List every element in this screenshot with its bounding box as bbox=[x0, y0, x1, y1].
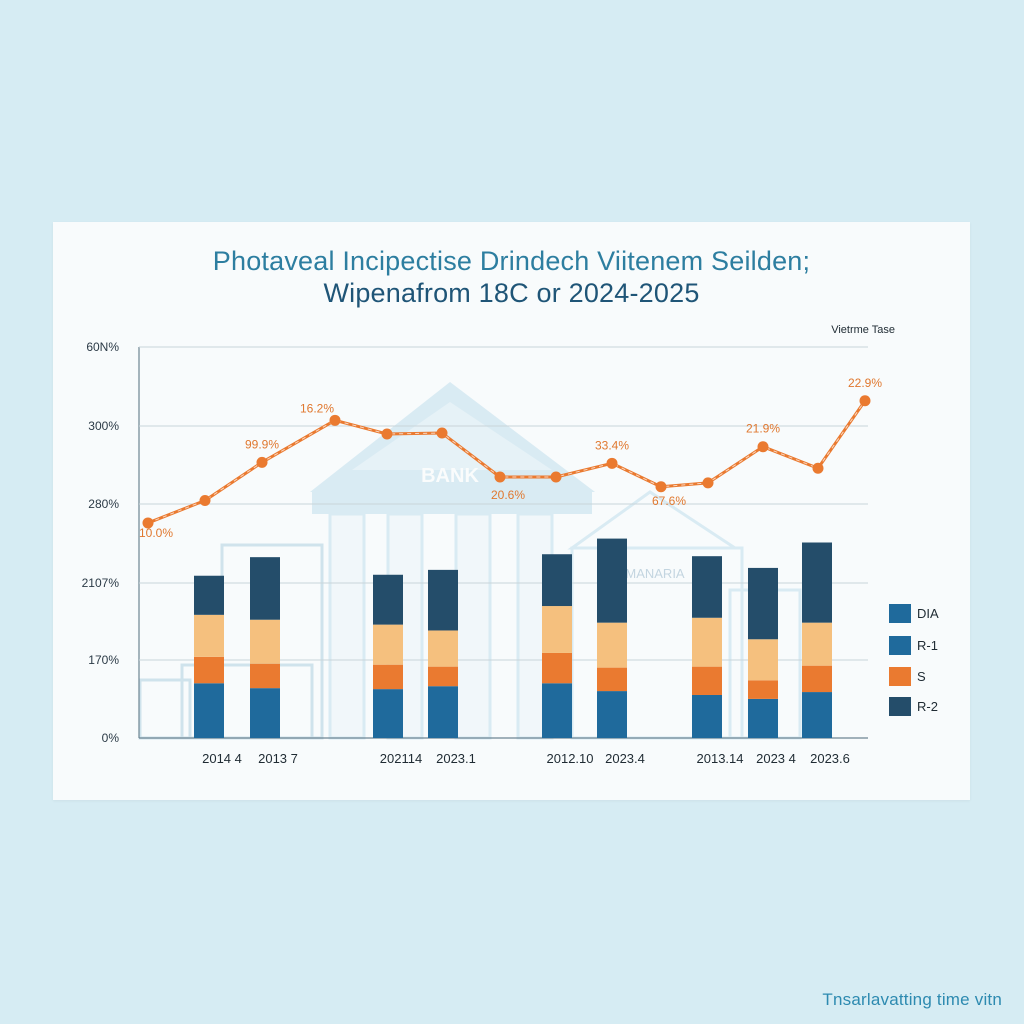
trend-point bbox=[859, 395, 871, 407]
x-tick-label: 2023 4 bbox=[756, 751, 796, 766]
bar-segment-dia bbox=[692, 694, 722, 738]
x-tick-label: 2023.4 bbox=[605, 751, 645, 766]
bar-segment-r-2 bbox=[373, 574, 403, 625]
bank-pediment bbox=[352, 402, 552, 470]
footer-caption: Tnsarlavatting time vitn bbox=[822, 990, 1002, 1009]
bar-segment-dia bbox=[373, 689, 403, 738]
trend-point bbox=[655, 481, 667, 493]
trend-data-label: 99.9% bbox=[245, 437, 279, 451]
bar-segment-s bbox=[194, 656, 224, 684]
bar-segment-s bbox=[373, 664, 403, 690]
trend-point bbox=[757, 441, 769, 453]
chart-subtitle: Wipenafrom 18C or 2024-2025 bbox=[323, 278, 700, 308]
bar-segment-s bbox=[802, 665, 832, 693]
y-tick-label: 2107% bbox=[82, 576, 120, 590]
rear-building-sign: MANARIA bbox=[625, 566, 685, 581]
bar-segment-dia bbox=[802, 692, 832, 738]
trend-data-label: 20.6% bbox=[491, 488, 525, 502]
legend-label: R-1 bbox=[917, 638, 938, 653]
trend-data-label: 33.4% bbox=[595, 438, 629, 452]
bar-segment-s bbox=[542, 652, 572, 684]
bar-segment-r-1 bbox=[542, 606, 572, 653]
trend-data-label: 10.0% bbox=[139, 526, 173, 540]
trend-point bbox=[381, 428, 393, 440]
bar-segment-r-1 bbox=[597, 622, 627, 668]
x-tick-label: 2023.6 bbox=[810, 751, 850, 766]
bank-entablature bbox=[312, 492, 592, 514]
legend-label: R-2 bbox=[917, 699, 938, 714]
legend-swatch bbox=[889, 604, 911, 623]
trend-line-dash bbox=[147, 400, 866, 524]
x-tick-label: 2014 4 bbox=[202, 751, 242, 766]
bar-segment-r-1 bbox=[692, 617, 722, 667]
bar-segment-dia bbox=[597, 691, 627, 738]
bar-segment-r-1 bbox=[802, 622, 832, 666]
bar-segment-r-2 bbox=[748, 567, 778, 640]
y-tick-label: 0% bbox=[102, 731, 120, 745]
x-tick-label: 2023.1 bbox=[436, 751, 476, 766]
legend-swatch bbox=[889, 636, 911, 655]
bar-segment-s bbox=[692, 666, 722, 695]
trend-point bbox=[329, 414, 341, 426]
line-series-label: Vietrme Tase bbox=[831, 324, 895, 336]
trend-point bbox=[494, 471, 506, 483]
bar-segment-dia bbox=[194, 683, 224, 738]
trend-data-label: 22.9% bbox=[848, 376, 882, 390]
rear-building-roof bbox=[567, 490, 741, 550]
trend-point bbox=[606, 457, 618, 469]
trend-point bbox=[199, 494, 211, 506]
bar-segment-s bbox=[428, 666, 458, 687]
trend-data-label: 21.9% bbox=[746, 422, 780, 436]
chart-title: Photaveal Incipectise Drindech Viitenem … bbox=[212, 246, 811, 276]
legend-label: DIA bbox=[917, 606, 939, 621]
x-tick-label: 202114 bbox=[380, 751, 422, 766]
y-tick-label: 280% bbox=[88, 497, 119, 511]
bank-sign: BANK bbox=[421, 465, 479, 487]
bar-segment-r-2 bbox=[597, 538, 627, 623]
trend-point bbox=[256, 456, 268, 468]
bar-segment-r-1 bbox=[194, 614, 224, 657]
bar-segment-dia bbox=[428, 686, 458, 738]
trend-point bbox=[436, 427, 448, 439]
legend-swatch bbox=[889, 667, 911, 686]
bar-segment-s bbox=[597, 667, 627, 692]
bar-segment-dia bbox=[250, 688, 280, 738]
bank-column bbox=[328, 512, 366, 740]
trend-data-label: 16.2% bbox=[300, 401, 334, 415]
bar-segment-r-2 bbox=[542, 554, 572, 607]
bank-roof bbox=[310, 382, 595, 492]
y-tick-label: 300% bbox=[88, 419, 119, 433]
bar-segment-r-1 bbox=[428, 630, 458, 667]
x-tick-label: 2013.14 bbox=[697, 751, 744, 766]
trend-point bbox=[550, 471, 562, 483]
trend-point bbox=[142, 517, 154, 529]
bank-column bbox=[454, 512, 492, 740]
bar-segment-r-2 bbox=[194, 575, 224, 615]
legend-label: S bbox=[917, 669, 926, 684]
y-tick-label: 60N% bbox=[86, 340, 119, 354]
bar-segment-s bbox=[748, 680, 778, 699]
bar-segment-r-1 bbox=[373, 624, 403, 665]
trend-data-label: 67.6% bbox=[652, 494, 686, 508]
bar-segment-r-1 bbox=[748, 639, 778, 681]
bar-segment-r-2 bbox=[692, 556, 722, 618]
x-tick-label: 2013 7 bbox=[258, 751, 298, 766]
bar-segment-r-1 bbox=[250, 619, 280, 664]
bar-segment-r-2 bbox=[802, 542, 832, 623]
y-tick-label: 170% bbox=[88, 653, 119, 667]
trend-point bbox=[702, 477, 714, 489]
bar-segment-dia bbox=[542, 683, 572, 738]
bar-segment-s bbox=[250, 663, 280, 689]
trend-point bbox=[812, 462, 824, 474]
bar-segment-r-2 bbox=[250, 557, 280, 620]
bar-segment-dia bbox=[748, 698, 778, 738]
x-tick-label: 2012.10 bbox=[547, 751, 594, 766]
legend-swatch bbox=[889, 697, 911, 716]
bar-segment-r-2 bbox=[428, 569, 458, 631]
